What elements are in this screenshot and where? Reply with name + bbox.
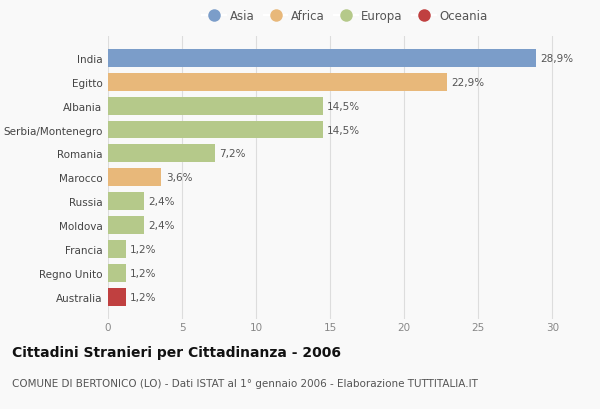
Bar [108, 145, 215, 163]
Bar [108, 217, 143, 235]
Bar [108, 74, 447, 91]
Legend: Asia, Africa, Europa, Oceania: Asia, Africa, Europa, Oceania [202, 10, 488, 23]
Text: Cittadini Stranieri per Cittadinanza - 2006: Cittadini Stranieri per Cittadinanza - 2… [12, 346, 341, 360]
Text: 7,2%: 7,2% [219, 149, 245, 159]
Bar [108, 169, 161, 187]
Text: 22,9%: 22,9% [452, 77, 485, 88]
Text: 1,2%: 1,2% [130, 268, 157, 279]
Bar [108, 97, 323, 115]
Bar [108, 49, 536, 67]
Text: 3,6%: 3,6% [166, 173, 192, 183]
Bar [108, 265, 126, 282]
Bar [108, 240, 126, 258]
Bar [108, 121, 323, 139]
Text: 14,5%: 14,5% [327, 101, 361, 111]
Bar [108, 193, 143, 211]
Text: 2,4%: 2,4% [148, 197, 175, 207]
Bar [108, 288, 126, 306]
Text: 14,5%: 14,5% [327, 125, 361, 135]
Text: 1,2%: 1,2% [130, 245, 157, 254]
Text: COMUNE DI BERTONICO (LO) - Dati ISTAT al 1° gennaio 2006 - Elaborazione TUTTITAL: COMUNE DI BERTONICO (LO) - Dati ISTAT al… [12, 378, 478, 388]
Text: 2,4%: 2,4% [148, 221, 175, 231]
Text: 28,9%: 28,9% [541, 54, 574, 63]
Text: 1,2%: 1,2% [130, 292, 157, 302]
